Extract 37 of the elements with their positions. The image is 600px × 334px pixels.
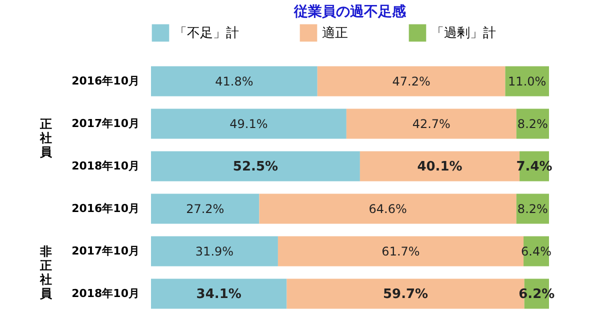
y-tick-label: 2018年10月	[72, 286, 140, 300]
legend-label: 適正	[322, 24, 348, 41]
y-tick-label: 2018年10月	[72, 159, 140, 172]
text: 正社員	[39, 116, 53, 159]
legend-label: 「過剰」計	[431, 26, 496, 41]
data-label: 11.0%	[508, 74, 546, 88]
y-tick-label: 2017年10月	[72, 244, 140, 258]
data-label: 41.8%	[215, 74, 254, 88]
y-tick-label: 2016年10月	[72, 202, 140, 215]
chart-title: 従業員の過不足感	[293, 4, 407, 20]
data-label: 34.1%	[196, 286, 242, 302]
data-label: 27.2%	[186, 202, 224, 216]
data-label: 31.9%	[195, 244, 234, 258]
y-tick-label: 2017年10月	[72, 116, 140, 130]
bar	[259, 194, 516, 224]
bar	[151, 194, 260, 224]
bar	[151, 66, 318, 96]
data-label: 52.5%	[232, 159, 278, 174]
legend-label: 「不足」計	[174, 26, 239, 41]
bar	[151, 108, 346, 139]
data-label: 64.6%	[368, 202, 407, 216]
data-label: 42.7%	[412, 116, 450, 131]
bar	[346, 108, 516, 139]
text: 非正社員	[39, 244, 53, 300]
data-label: 49.1%	[230, 116, 268, 131]
data-label: 40.1%	[417, 159, 462, 174]
data-label: 61.7%	[382, 244, 420, 258]
data-label: 59.7%	[382, 286, 428, 302]
y-tick-label: 2016年10月	[72, 74, 140, 88]
bar	[505, 66, 549, 96]
bar	[317, 66, 506, 96]
data-label: 47.2%	[392, 74, 430, 88]
data-label: 8.2%	[517, 202, 548, 216]
bar	[151, 278, 287, 309]
bar	[151, 151, 360, 182]
data-label: 8.2%	[517, 116, 548, 131]
bar	[151, 236, 278, 266]
